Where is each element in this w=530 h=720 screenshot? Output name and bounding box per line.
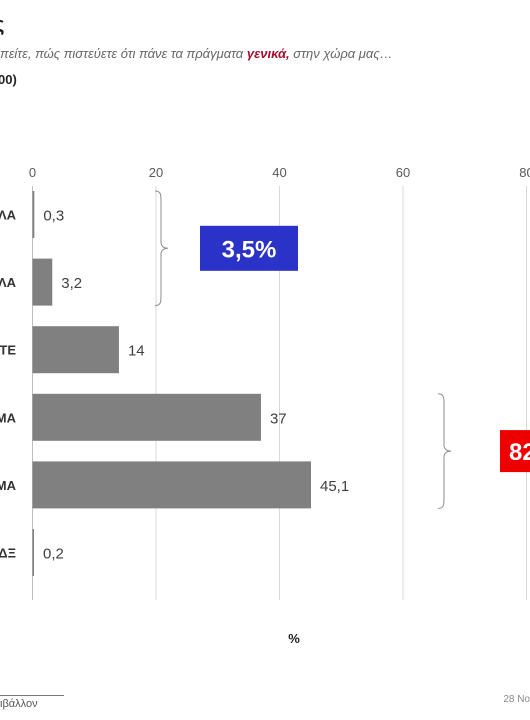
category-label: ΛΑ <box>0 275 17 290</box>
x-tick-label: 20 <box>149 165 163 180</box>
x-axis-label: % <box>288 631 300 646</box>
category-label: ΛΑ <box>0 208 17 223</box>
group-brace <box>154 190 169 307</box>
x-tick-label: 0 <box>29 165 36 180</box>
data-label: 0,2 <box>43 546 64 563</box>
group-callout-box <box>200 225 298 271</box>
data-label: 37 <box>270 410 287 427</box>
bar <box>32 529 34 576</box>
bar <box>32 191 35 238</box>
category-label: ΜΑ <box>0 410 17 425</box>
bar <box>32 461 311 509</box>
category-label: ΔΞ <box>0 546 16 561</box>
question-text: πείτε, πώς πιστεύετε ότι πάνε τα πράγματ… <box>0 46 393 61</box>
question-pre: πείτε, πώς πιστεύετε ότι πάνε τα πράγματ… <box>0 46 247 61</box>
question-post: στην χώρα μας… <box>289 46 393 61</box>
base-text: 00) <box>0 72 17 87</box>
group-callout-label: 82 <box>509 439 530 466</box>
bar <box>32 258 53 306</box>
data-label: 0,3 <box>43 208 64 225</box>
data-label: 14 <box>128 343 145 360</box>
bar <box>32 393 261 441</box>
question-highlight: γενικά, <box>246 46 290 61</box>
date-text: 28 Νο <box>503 694 530 705</box>
x-tick-label: 40 <box>272 165 286 180</box>
group-callout-box <box>500 430 530 473</box>
group-brace <box>437 393 452 509</box>
data-label: 45,1 <box>320 478 349 495</box>
bar-chart: 0 20 40 60 80 ΛΑ 0,3 ΛΑ 3,2 ΤΕ 14 ΜΑ 37 ΜΑ 45,1 ΔΞ 0,2% 3… <box>0 165 530 646</box>
bar <box>32 326 119 374</box>
footer-divider <box>0 695 64 696</box>
category-label: ΤΕ <box>0 343 16 358</box>
x-tick-label: 80 <box>519 165 530 180</box>
source-text: ιβάλλον <box>0 698 38 710</box>
x-tick-label: 60 <box>396 165 410 180</box>
category-label: ΜΑ <box>0 478 17 493</box>
page-title: ς <box>0 14 4 37</box>
data-label: 3,2 <box>61 275 82 292</box>
group-callout-label: 3,5% <box>222 236 277 263</box>
